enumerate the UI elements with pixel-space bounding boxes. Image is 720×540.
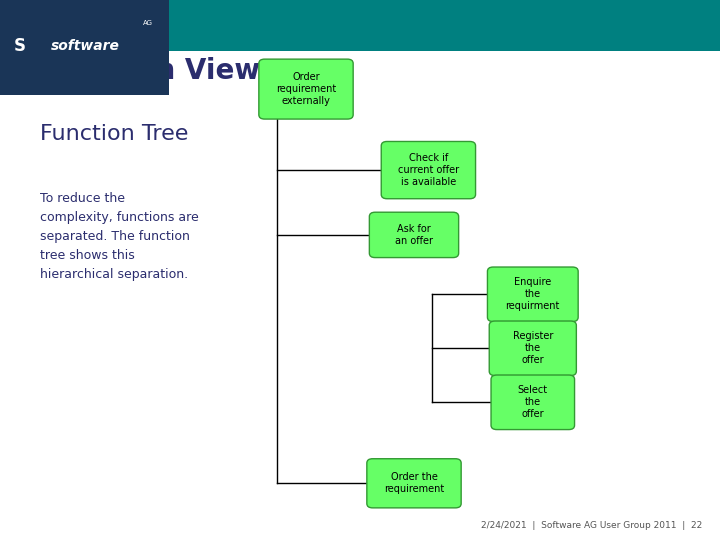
Text: AG: AG (143, 20, 153, 26)
Text: software: software (50, 39, 120, 53)
FancyBboxPatch shape (369, 212, 459, 258)
Text: To reduce the
complexity, functions are
separated. The function
tree shows this
: To reduce the complexity, functions are … (40, 192, 198, 281)
Text: Order
requirement
externally: Order requirement externally (276, 72, 336, 106)
Text: Function View: Function View (40, 57, 260, 85)
FancyBboxPatch shape (490, 321, 577, 376)
Bar (0, 0, 720, 51)
Text: Check if
current offer
is available: Check if current offer is available (398, 153, 459, 187)
Text: Register
the
offer: Register the offer (513, 332, 553, 365)
FancyBboxPatch shape (366, 459, 461, 508)
FancyBboxPatch shape (259, 59, 353, 119)
FancyBboxPatch shape (382, 141, 475, 199)
Text: Ask for
an offer: Ask for an offer (395, 224, 433, 246)
Text: Enquire
the
requirment: Enquire the requirment (505, 278, 560, 311)
FancyBboxPatch shape (487, 267, 578, 321)
Text: Function Tree: Function Tree (40, 124, 188, 144)
Text: Select
the
offer: Select the offer (518, 386, 548, 419)
FancyBboxPatch shape (491, 375, 575, 430)
Text: 2/24/2021  |  Software AG User Group 2011  |  22: 2/24/2021 | Software AG User Group 2011 … (481, 521, 702, 530)
Text: Ѕ: Ѕ (14, 37, 26, 55)
Bar (0, 0, 169, 95)
Text: Order the
requirement: Order the requirement (384, 472, 444, 494)
